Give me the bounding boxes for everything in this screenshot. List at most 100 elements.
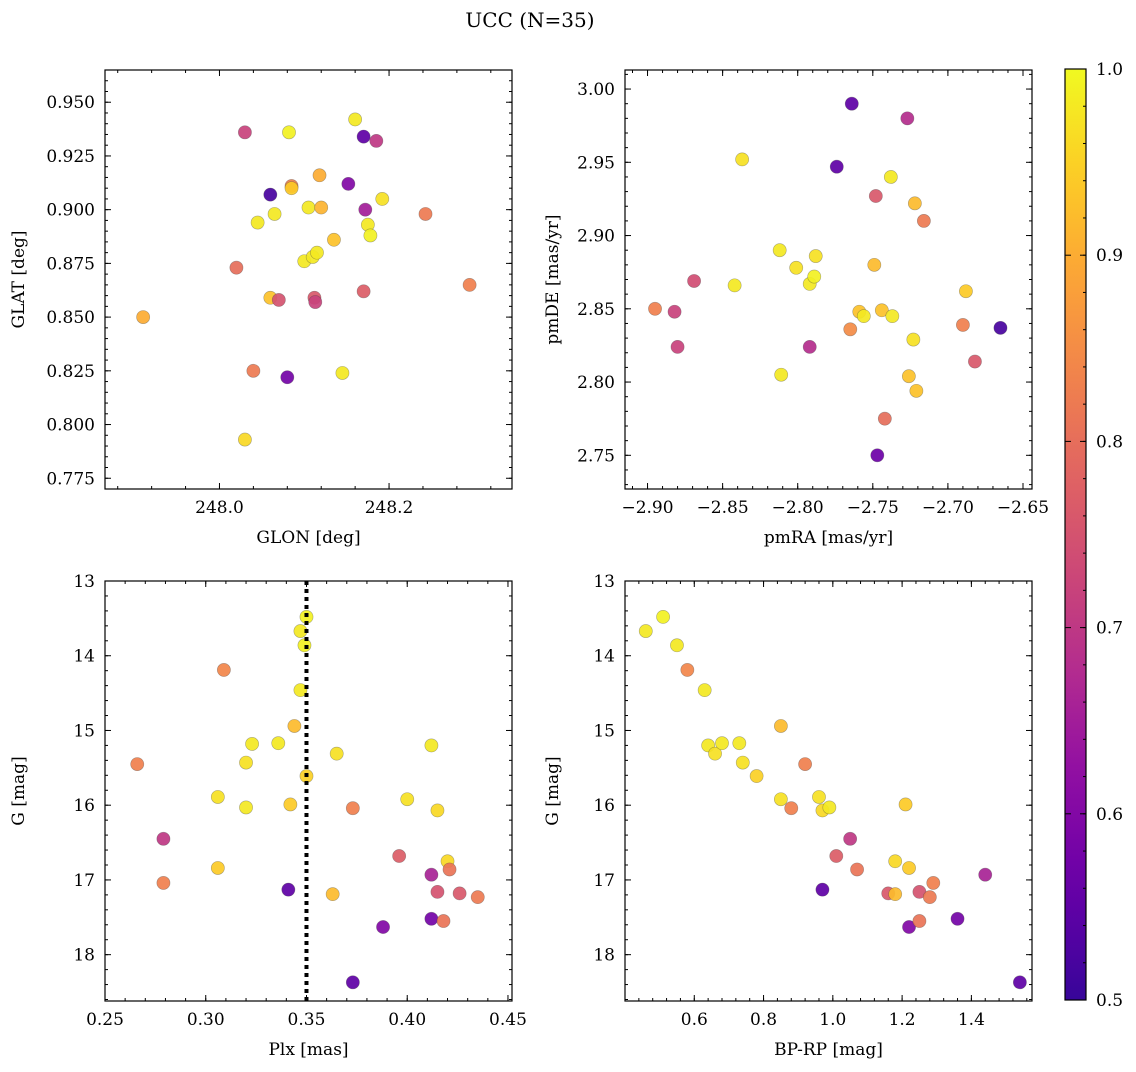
data-point xyxy=(735,152,750,167)
colorbar-tick-label: 0.8 xyxy=(1096,432,1123,452)
y-tick-label: 14 xyxy=(593,647,615,667)
x-tick-label: −2.80 xyxy=(772,498,824,518)
x-axis-label: BP-RP [mag] xyxy=(774,1040,883,1060)
data-point xyxy=(229,260,244,275)
x-tick-label: 1.0 xyxy=(819,1010,846,1030)
colorbar-tick-label: 1.0 xyxy=(1096,60,1123,80)
data-point xyxy=(843,322,858,337)
data-point xyxy=(282,125,296,140)
data-point xyxy=(216,663,231,677)
data-point xyxy=(314,200,329,215)
data-point xyxy=(874,303,889,318)
data-point xyxy=(375,192,390,206)
data-point xyxy=(956,318,970,332)
data-point xyxy=(348,112,363,127)
data-point xyxy=(978,867,993,882)
data-point xyxy=(687,274,701,288)
data-point xyxy=(922,890,937,905)
y-tick-label: 2.75 xyxy=(577,446,615,466)
data-point xyxy=(774,367,789,382)
y-tick-label: 0.775 xyxy=(46,469,95,489)
data-point xyxy=(844,96,859,111)
colorbar-bar xyxy=(1064,68,1087,1001)
data-point xyxy=(812,790,826,804)
data-point xyxy=(418,207,433,221)
data-point xyxy=(246,363,261,378)
data-point xyxy=(798,757,813,771)
data-point xyxy=(1012,975,1027,990)
x-tick-label: −2.70 xyxy=(922,498,974,518)
data-point xyxy=(358,202,373,217)
data-point xyxy=(130,757,145,771)
y-axis-label: GLAT [deg] xyxy=(9,230,29,328)
data-point xyxy=(912,914,927,928)
data-point xyxy=(327,232,341,247)
data-point xyxy=(430,803,445,818)
data-point xyxy=(789,260,804,275)
y-tick-label: 2.80 xyxy=(577,373,615,393)
data-point xyxy=(369,134,384,148)
figure-title: UCC (N=35) xyxy=(465,8,594,32)
y-tick-label: 2.95 xyxy=(577,153,615,173)
data-point xyxy=(293,683,308,698)
y-axis-label: G [mag] xyxy=(543,756,563,825)
data-point xyxy=(363,228,378,243)
data-point xyxy=(772,243,787,258)
data-point xyxy=(156,876,171,890)
data-point xyxy=(909,383,924,398)
y-tick-label: 16 xyxy=(73,796,95,816)
data-point xyxy=(870,448,885,463)
x-tick-label: 0.6 xyxy=(681,1010,708,1030)
data-point xyxy=(136,310,151,325)
x-tick-label: 0.40 xyxy=(388,1010,426,1030)
data-point xyxy=(648,301,662,316)
y-tick-label: 17 xyxy=(593,871,615,891)
data-point xyxy=(773,719,788,733)
y-tick-label: 0.875 xyxy=(46,254,95,274)
data-point xyxy=(656,609,671,624)
x-tick-label: 248.2 xyxy=(365,498,414,518)
data-point xyxy=(968,354,982,369)
data-point xyxy=(815,882,830,897)
data-point xyxy=(424,911,439,926)
data-point xyxy=(784,801,799,816)
data-point xyxy=(156,831,171,846)
colorbar-tick-label: 0.9 xyxy=(1096,246,1123,266)
data-point xyxy=(238,125,252,140)
y-tick-label: 13 xyxy=(73,572,95,592)
data-point xyxy=(238,432,252,447)
data-point xyxy=(670,638,684,653)
colorbar: 0.5 0.6 0.7 0.8 0.9 1.0 xyxy=(1064,60,1123,1011)
x-axis-label: GLON [deg] xyxy=(256,528,360,548)
x-tick-label: 1.2 xyxy=(889,1010,916,1030)
data-point xyxy=(888,854,903,869)
data-point xyxy=(926,876,941,890)
data-point xyxy=(749,769,764,783)
data-point xyxy=(877,411,892,426)
data-point xyxy=(310,245,324,260)
x-tick-label: 0.45 xyxy=(489,1010,527,1030)
data-point xyxy=(392,849,407,863)
data-point xyxy=(883,170,898,184)
data-point xyxy=(680,663,695,677)
data-point xyxy=(345,975,360,990)
y-tick-label: 0.950 xyxy=(46,93,95,113)
plot-frame xyxy=(624,69,1033,490)
panel-3: 0.25 0.30 0.35 0.40 0.45 13 14 15 16 17 18 Plx [mas… xyxy=(9,572,527,1060)
data-point xyxy=(356,284,371,299)
data-point xyxy=(424,867,439,882)
data-point xyxy=(850,862,864,877)
data-point xyxy=(715,736,729,751)
data-point xyxy=(888,887,903,902)
x-tick-label: −2.65 xyxy=(997,498,1049,518)
data-point xyxy=(345,801,360,816)
y-tick-label: 18 xyxy=(593,946,615,966)
y-tick-label: 14 xyxy=(73,647,95,667)
data-point xyxy=(297,638,312,653)
x-tick-label: 1.4 xyxy=(958,1010,985,1030)
data-point xyxy=(341,176,356,191)
x-tick-label: 0.35 xyxy=(288,1010,326,1030)
data-point xyxy=(950,911,965,926)
data-point xyxy=(400,792,415,807)
